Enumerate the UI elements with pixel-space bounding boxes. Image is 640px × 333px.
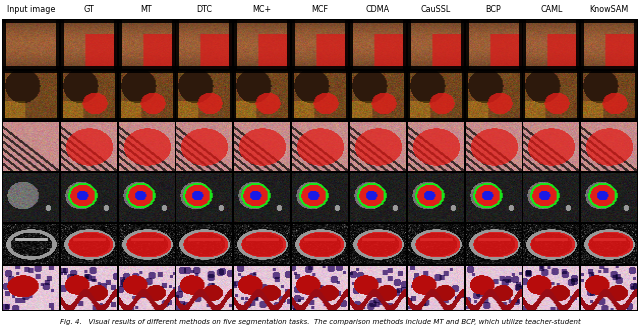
Text: MCF: MCF — [312, 5, 328, 14]
Text: CauSSL: CauSSL — [420, 5, 451, 14]
Text: CAML: CAML — [540, 5, 563, 14]
Bar — [2, 19, 638, 311]
Text: Fig. 4.   Visual results of different methods on five segmentation tasks.  The c: Fig. 4. Visual results of different meth… — [60, 319, 580, 325]
Text: CDMA: CDMA — [365, 5, 390, 14]
Text: GT: GT — [83, 5, 94, 14]
Text: Input image: Input image — [7, 5, 55, 14]
Text: KnowSAM: KnowSAM — [589, 5, 628, 14]
Text: MC+: MC+ — [253, 5, 272, 14]
Text: DTC: DTC — [196, 5, 212, 14]
Text: BCP: BCP — [486, 5, 501, 14]
Text: MT: MT — [141, 5, 152, 14]
